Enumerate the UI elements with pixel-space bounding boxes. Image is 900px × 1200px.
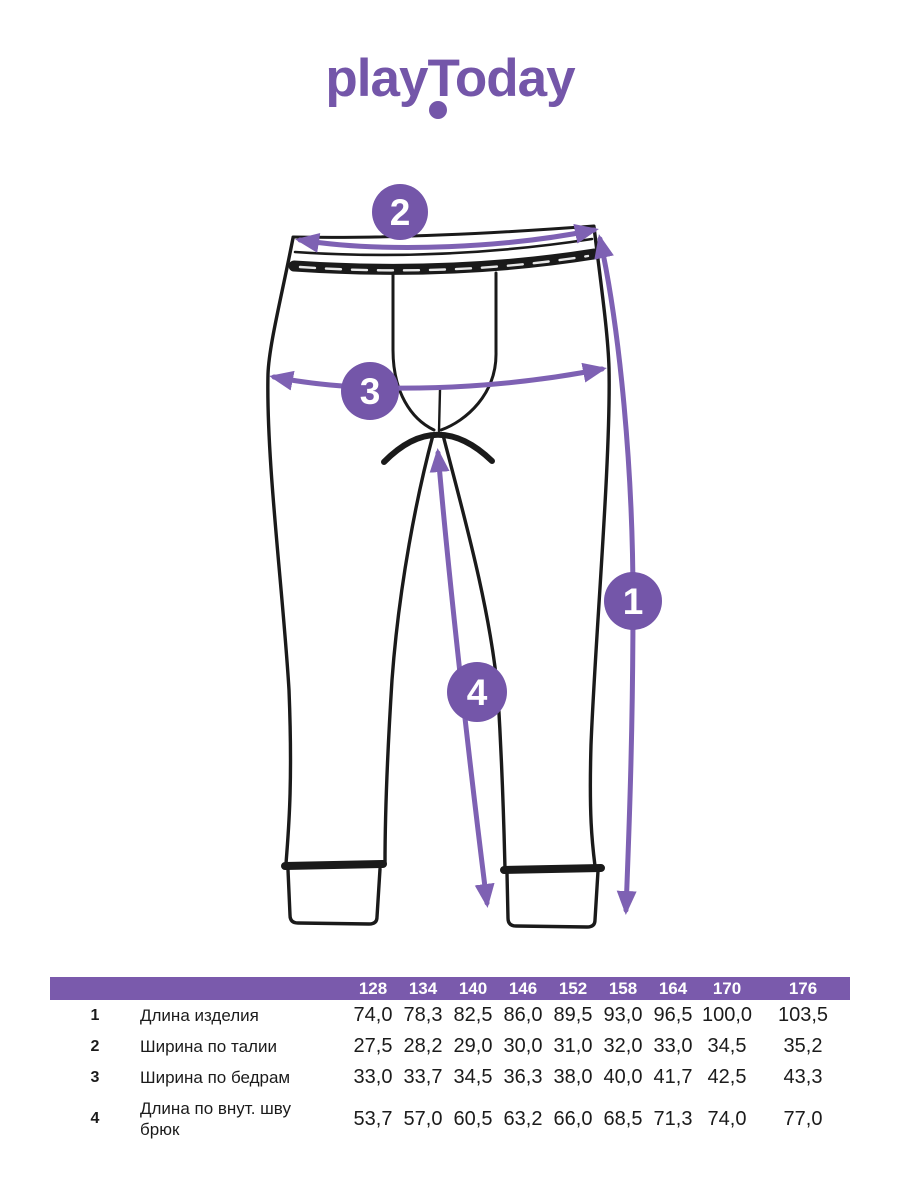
cell-value: 40,0	[603, 1066, 643, 1088]
size-header: 158	[598, 977, 648, 1000]
front-right-seam	[439, 271, 498, 432]
size-header: 134	[398, 977, 448, 1000]
right-cuff	[505, 869, 600, 929]
cell-value: 60,5	[453, 1107, 493, 1130]
row-label-text: Длина по внут. шву брюк	[140, 1098, 291, 1139]
arrow-waist-width	[295, 223, 599, 253]
cell-value: 57,0	[403, 1107, 443, 1130]
front-fly-line	[437, 388, 442, 433]
cell-value: 33,0	[353, 1066, 393, 1088]
pants-outline	[266, 224, 611, 929]
cell-value: 28,2	[403, 1035, 443, 1057]
row-number: 2	[90, 1037, 100, 1055]
header-spacer-num	[50, 977, 140, 1000]
row-label-text: Длина изделия	[140, 1005, 259, 1025]
marker-hip-number: 3	[360, 371, 381, 412]
marker-inseam-number: 4	[467, 672, 488, 713]
cell-value: 34,5	[453, 1066, 493, 1088]
cell-value: 71,3	[653, 1107, 693, 1130]
cell-value: 82,5	[453, 1004, 493, 1026]
marker-inseam: 4	[447, 662, 507, 722]
size-header: 176	[756, 977, 850, 1000]
brand-logo: playToday	[325, 49, 576, 119]
row-number: 3	[90, 1068, 100, 1086]
logo-dot-icon	[429, 101, 448, 119]
cell-value: 63,2	[503, 1107, 543, 1130]
row-number: 1	[90, 1006, 100, 1024]
size-header: 128	[348, 977, 398, 1000]
logo-text-play: play	[325, 49, 428, 108]
measure-markers: 2 3 1 4	[341, 184, 662, 722]
cell-value: 74,0	[353, 1004, 393, 1026]
row-label: Ширина по бедрам	[140, 1062, 348, 1093]
cell-value: 103,5	[777, 1004, 829, 1026]
logo-text-today: Today	[427, 49, 575, 108]
table-row-length: 1 Длина изделия 74,0 78,3 82,5 86,0 89,5…	[50, 1000, 850, 1031]
marker-waist-number: 2	[390, 192, 411, 233]
cell-value: 33,0	[653, 1035, 693, 1057]
marker-hip: 3	[341, 362, 399, 420]
cell-value: 38,0	[553, 1066, 593, 1088]
cell-value: 66,0	[553, 1107, 593, 1130]
cell-value: 74,0	[707, 1107, 747, 1130]
cell-value: 34,5	[707, 1035, 747, 1057]
size-header-row: 128 134 140 146 152 158 164 170 176	[50, 977, 850, 1000]
row-label: Длина по внут. шву брюк	[140, 1093, 348, 1145]
right-cuff-band	[500, 864, 605, 874]
cell-value: 68,5	[603, 1107, 643, 1130]
size-header: 140	[448, 977, 498, 1000]
table-row-inseam: 4 Длина по внут. шву брюк 53,7 57,0 60,5…	[50, 1093, 850, 1145]
cell-value: 96,5	[653, 1004, 693, 1026]
measure-arrows	[269, 223, 637, 915]
marker-length-number: 1	[623, 581, 644, 622]
row-label: Ширина по талии	[140, 1031, 348, 1062]
cell-value: 33,7	[403, 1066, 443, 1088]
cell-value: 86,0	[503, 1004, 543, 1026]
front-left-seam	[391, 271, 436, 432]
cell-value: 78,3	[403, 1004, 443, 1026]
size-header: 152	[548, 977, 598, 1000]
size-header: 170	[698, 977, 756, 1000]
left-inner-seam	[383, 433, 435, 866]
row-number: 4	[90, 1110, 100, 1127]
cell-value: 29,0	[453, 1035, 493, 1057]
left-cuff-band	[281, 860, 387, 870]
cell-value: 43,3	[783, 1066, 823, 1088]
cell-value: 42,5	[707, 1066, 747, 1088]
size-header: 164	[648, 977, 698, 1000]
row-label-text: Ширина по талии	[140, 1036, 277, 1056]
cell-value: 31,0	[553, 1035, 593, 1057]
cell-value: 36,3	[503, 1066, 543, 1088]
cell-value: 27,5	[353, 1035, 393, 1057]
table-row-hip: 3 Ширина по бедрам 33,0 33,7 34,5 36,3 3…	[50, 1062, 850, 1093]
left-cuff	[286, 867, 382, 926]
header-spacer-label	[140, 977, 348, 1000]
brand-logo-wrap: playToday	[0, 49, 900, 119]
row-label: Длина изделия	[140, 1000, 348, 1031]
cell-value: 77,0	[783, 1107, 823, 1130]
size-header: 146	[498, 977, 548, 1000]
cell-value: 100,0	[701, 1004, 753, 1026]
waistband-stitching	[298, 254, 590, 272]
row-label-text: Ширина по бедрам	[140, 1067, 291, 1087]
marker-waist: 2	[372, 184, 428, 240]
size-table: 128 134 140 146 152 158 164 170 176 1 Дл…	[50, 977, 850, 1145]
cell-value: 53,7	[353, 1107, 393, 1130]
table-row-waist: 2 Ширина по талии 27,5 28,2 29,0 30,0 31…	[50, 1031, 850, 1062]
marker-length: 1	[604, 572, 662, 630]
cell-value: 32,0	[603, 1035, 643, 1057]
cell-value: 41,7	[653, 1066, 693, 1088]
cell-value: 93,0	[603, 1004, 643, 1026]
arrow-hip-width	[269, 362, 607, 391]
cell-value: 35,2	[783, 1035, 823, 1057]
cell-value: 30,0	[503, 1035, 543, 1057]
left-outer-seam	[266, 236, 295, 866]
right-outer-seam	[588, 225, 611, 868]
cell-value: 89,5	[553, 1004, 593, 1026]
